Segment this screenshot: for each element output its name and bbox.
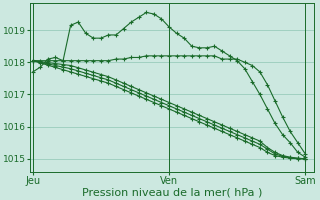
X-axis label: Pression niveau de la mer( hPa ): Pression niveau de la mer( hPa ) xyxy=(82,187,262,197)
